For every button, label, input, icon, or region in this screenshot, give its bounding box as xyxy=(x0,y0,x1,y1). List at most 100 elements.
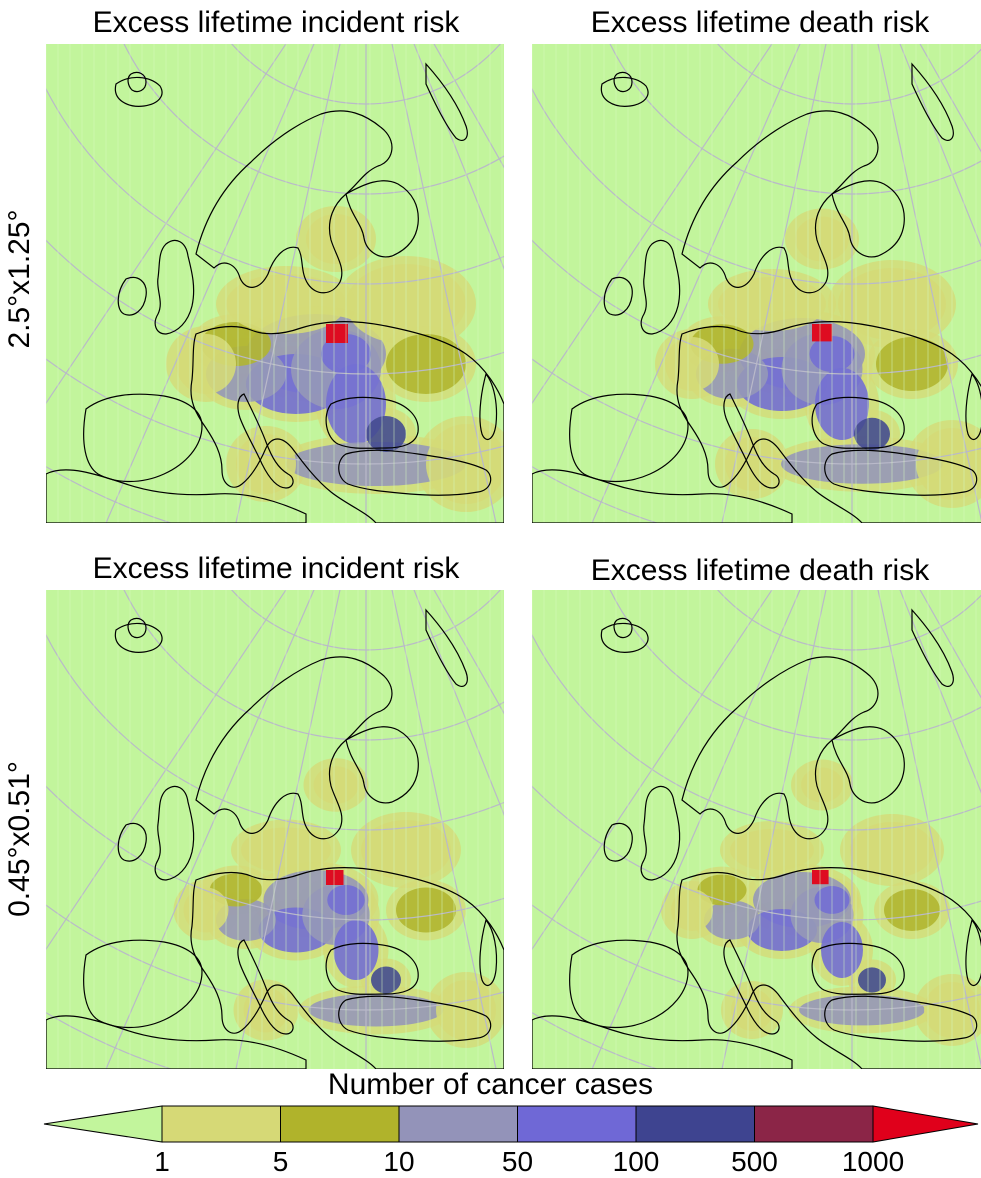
coastline xyxy=(83,393,203,483)
coastline xyxy=(603,822,633,862)
risk-hotspot xyxy=(812,870,829,885)
risk-region xyxy=(876,337,948,391)
coastline xyxy=(569,393,689,483)
coastline xyxy=(824,449,978,496)
risk-region xyxy=(858,967,886,993)
map-panel-top-right xyxy=(532,44,981,523)
coastline xyxy=(911,608,954,687)
panel-title-top-right: Excess lifetime death risk xyxy=(590,6,930,39)
coastline xyxy=(532,1015,793,1069)
coastline xyxy=(117,276,147,316)
risk-region xyxy=(366,416,406,452)
risk-hotspot xyxy=(812,324,833,342)
graticule-meridian xyxy=(105,590,315,1069)
colorbar-bin-5 xyxy=(754,1105,874,1143)
coastline xyxy=(237,393,294,489)
graticule-meridian xyxy=(877,590,981,1068)
risk-region xyxy=(725,437,779,491)
coastline xyxy=(195,656,393,840)
coastline xyxy=(154,785,195,881)
graticule-meridian xyxy=(591,44,801,523)
colorbar-tick-label: 100 xyxy=(612,1146,660,1177)
colorbar-tick-label: 10 xyxy=(383,1146,415,1177)
risk-region xyxy=(731,989,773,1031)
coastline xyxy=(723,393,780,489)
colorbar-tick-label: 5 xyxy=(272,1146,289,1177)
coastline xyxy=(425,608,468,687)
risk-region xyxy=(306,214,366,264)
graticule-meridian xyxy=(391,44,497,523)
map-svg xyxy=(46,590,504,1069)
coastline xyxy=(676,867,981,1069)
coastline xyxy=(425,62,468,141)
coastline xyxy=(83,939,203,1029)
graticule-meridian xyxy=(105,44,315,523)
risk-region xyxy=(671,889,713,931)
coastline xyxy=(824,995,978,1042)
colorbar-bin-2 xyxy=(398,1105,518,1143)
colorbar-tick-label: 1000 xyxy=(841,1146,905,1177)
coastlines xyxy=(532,62,981,523)
coastline xyxy=(195,110,393,294)
coastline xyxy=(911,62,954,141)
coastline xyxy=(479,918,498,987)
graticule-meridian xyxy=(391,590,497,1069)
coastline xyxy=(811,942,905,995)
coastline xyxy=(190,321,504,523)
risk-hotspot xyxy=(326,870,344,885)
colorbar-bin-1 xyxy=(280,1105,400,1143)
risk-region xyxy=(396,887,456,933)
coastline xyxy=(600,622,649,653)
coastline xyxy=(154,239,195,335)
coastline xyxy=(479,372,498,441)
colorbar-tick-label: 500 xyxy=(731,1146,778,1177)
coastline xyxy=(325,396,419,449)
colorbar-arrow-below xyxy=(43,1105,163,1143)
coastline xyxy=(338,449,492,496)
coastline xyxy=(338,995,492,1042)
risk-region xyxy=(313,766,359,804)
coastline xyxy=(345,726,419,804)
colorbar-tick-label: 50 xyxy=(501,1146,534,1177)
colorbar-bin-4 xyxy=(635,1105,755,1143)
grid-texture xyxy=(532,44,977,523)
risk-region xyxy=(815,368,869,440)
colorbar-tick-label: 1 xyxy=(154,1146,170,1177)
risk-region xyxy=(183,887,229,933)
grid-texture xyxy=(532,590,977,1069)
grid-texture xyxy=(46,44,503,523)
risk-region xyxy=(704,900,760,940)
risk-region xyxy=(801,767,843,803)
coastline xyxy=(681,110,879,294)
colorbar-bin-3 xyxy=(517,1105,637,1143)
coastline xyxy=(681,656,879,840)
panel-title-bottom-right: Excess lifetime death risk xyxy=(590,554,930,587)
risk-region xyxy=(821,922,863,978)
risk-region xyxy=(795,216,849,262)
panel-title-bottom-left: Excess lifetime incident risk xyxy=(92,552,460,585)
coastlines xyxy=(46,62,504,523)
grid-texture xyxy=(46,590,503,1069)
graticule-meridian xyxy=(877,44,981,522)
panel-title-top-left: Excess lifetime incident risk xyxy=(92,6,460,39)
coastline xyxy=(640,239,681,335)
risk-region xyxy=(333,920,379,980)
risk-region xyxy=(236,434,296,494)
graticule-meridian xyxy=(413,44,504,271)
coastline xyxy=(723,939,780,1035)
row-label-bottom: 0.45°x0.51° xyxy=(3,761,36,917)
coastline xyxy=(640,785,681,881)
coastline xyxy=(532,469,793,523)
risk-region xyxy=(216,899,276,941)
map-svg xyxy=(46,44,504,523)
map-svg xyxy=(532,44,981,523)
colorbar-bin-0 xyxy=(161,1105,281,1143)
coastline xyxy=(831,726,905,804)
coastline xyxy=(569,939,689,1029)
coastline xyxy=(114,622,163,653)
map-panel-top-left xyxy=(46,44,504,523)
risk-region xyxy=(371,966,401,994)
coastline xyxy=(127,71,147,93)
graticule-meridian xyxy=(899,44,981,248)
map-panel-bottom-left xyxy=(46,590,504,1069)
